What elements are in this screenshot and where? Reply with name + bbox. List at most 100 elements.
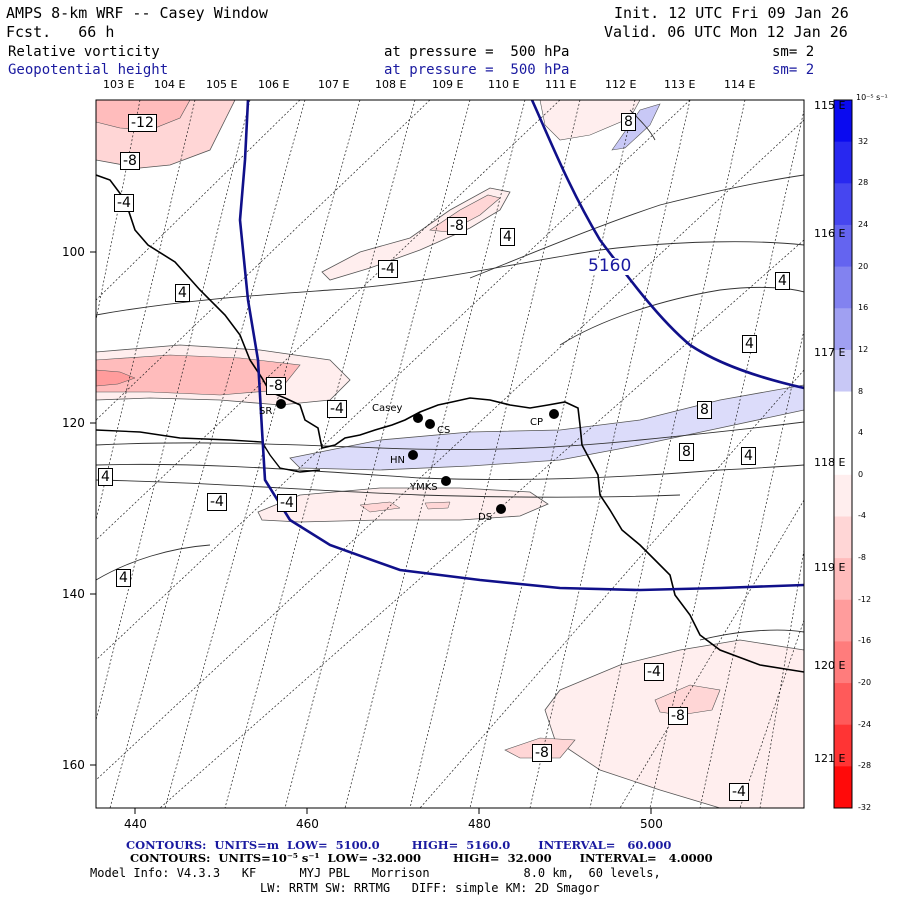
footer-vorticity-contours: CONTOURS: UNITS=10⁻⁵ s⁻¹ LOW= -32.000 HI… — [130, 851, 713, 865]
colorbar-label: -32 — [858, 803, 872, 812]
colorbar-label: 8 — [858, 386, 864, 396]
height-contour-north — [530, 100, 804, 390]
vort-fill-south-band — [257, 487, 549, 523]
lon-label: 114 E — [724, 78, 756, 91]
station-label: HN — [390, 455, 405, 466]
colorbar-swatch — [834, 599, 852, 642]
contour-value-label: 8 — [621, 113, 636, 131]
lon-label: 112 E — [605, 78, 637, 91]
contour-value-label: 4 — [742, 335, 757, 353]
colorbar-swatch — [834, 100, 852, 143]
colorbar-swatch — [834, 266, 852, 309]
contour-value-label: -4 — [729, 783, 749, 801]
contour-value-label: 4 — [175, 284, 190, 302]
contour-value-label: -4 — [277, 494, 297, 512]
station-label: YMKS — [410, 482, 438, 493]
colorbar-swatch — [834, 683, 852, 726]
lat-label: 118 E — [814, 456, 846, 469]
contour-value-label: -8 — [447, 217, 467, 235]
field2-sm: sm= 2 — [772, 62, 815, 78]
coastline — [96, 174, 804, 673]
colorbar-label: -20 — [858, 678, 872, 688]
field1-pressure: at pressure = 500 hPa — [384, 44, 570, 60]
colorbar-label: 0 — [858, 469, 864, 479]
colorbar-label: 32 — [858, 136, 869, 146]
contour-value-label: -4 — [327, 400, 347, 418]
y-tick: 160 — [62, 758, 85, 772]
colorbar-swatch — [834, 558, 852, 601]
colorbar-swatch — [834, 724, 852, 767]
lon-label: 103 E — [103, 78, 135, 91]
lon-label: 106 E — [258, 78, 290, 91]
init-time: Init. 12 UTC Fri 09 Jan 26 — [614, 4, 849, 22]
colorbar-label: -8 — [858, 553, 866, 563]
footer-model-info: Model Info: V4.3.3 KF MYJ PBL Morrison 8… — [90, 866, 661, 880]
contour-value-label: 4 — [116, 569, 131, 587]
colorbar-label: -28 — [858, 761, 872, 771]
y-tick: 100 — [62, 245, 85, 259]
lon-label: 107 E — [318, 78, 350, 91]
field1-sm: sm= 2 — [772, 44, 815, 60]
lon-label: 111 E — [545, 78, 577, 91]
field2-pressure: at pressure = 500 hPa — [384, 62, 570, 78]
colorbar-swatch — [834, 433, 852, 476]
vort-fill-south-band-strong — [359, 501, 451, 513]
map-title: AMPS 8-km WRF -- Casey Window — [6, 4, 268, 22]
contour-value-label: -8 — [266, 377, 286, 395]
x-tick: 500 — [640, 817, 663, 831]
colorbar-label: 24 — [858, 219, 869, 229]
field1-name: Relative vorticity — [8, 44, 160, 60]
lon-label: 113 E — [664, 78, 696, 91]
lon-label: 110 E — [488, 78, 520, 91]
y-tick: 120 — [62, 416, 85, 430]
colorbar-swatch — [834, 391, 852, 434]
y-tick: 140 — [62, 587, 85, 601]
valid-time: Valid. 06 UTC Mon 12 Jan 26 — [604, 23, 848, 41]
contour-value-label: -4 — [114, 194, 134, 212]
contour-value-label: 4 — [500, 228, 515, 246]
field2-name: Geopotential height — [8, 62, 169, 78]
colorbar-swatch — [834, 224, 852, 268]
colorbar-label: 28 — [858, 178, 869, 188]
colorbar-label: 16 — [858, 303, 869, 313]
contour-value-label: -4 — [378, 260, 398, 278]
colorbar — [834, 100, 852, 809]
contour-value-label: -8 — [120, 152, 140, 170]
colorbar-label: 12 — [858, 344, 869, 354]
colorbar-label: -16 — [858, 636, 872, 646]
station-label: CS — [437, 425, 451, 436]
station-label: SR — [259, 406, 273, 417]
lon-label: 105 E — [206, 78, 238, 91]
colorbar-swatch — [834, 141, 852, 184]
lon-label: 104 E — [154, 78, 186, 91]
vort-fill-top — [539, 100, 641, 141]
lat-label: 120 E — [814, 659, 846, 672]
contour-value-label: -8 — [532, 744, 552, 762]
x-tick: 480 — [468, 817, 491, 831]
lat-label: 115 E — [814, 99, 846, 112]
contour-value-label: -8 — [668, 707, 688, 725]
colorbar-swatch — [834, 183, 852, 226]
colorbar-swatch — [834, 516, 852, 559]
contour-value-label: 8 — [697, 401, 712, 419]
lat-label: 117 E — [814, 346, 846, 359]
colorbar-swatch — [834, 766, 852, 809]
forecast-hour: Fcst. 66 h — [6, 23, 115, 41]
colorbar-label: -24 — [858, 719, 872, 729]
footer-physics: LW: RRTM SW: RRTMG DIFF: simple KM: 2D S… — [260, 881, 600, 895]
height-contour-label: 5160 — [588, 256, 632, 276]
colorbar-label: 4 — [858, 428, 864, 438]
contour-value-label: 4 — [775, 272, 790, 290]
colorbar-label: -12 — [858, 594, 872, 604]
vort-fill-blue-band — [289, 384, 804, 471]
colorbar-swatch — [834, 308, 852, 351]
colorbar-swatch — [834, 641, 852, 684]
colorbar-label: 20 — [858, 261, 869, 271]
lat-label: 121 E — [814, 752, 846, 765]
colorbar-unit: 10⁻⁵ s⁻¹ — [856, 93, 888, 102]
lon-label: 108 E — [375, 78, 407, 91]
colorbar-swatch — [834, 349, 852, 393]
station-label: DS — [478, 512, 493, 523]
station-label: CP — [530, 417, 544, 428]
